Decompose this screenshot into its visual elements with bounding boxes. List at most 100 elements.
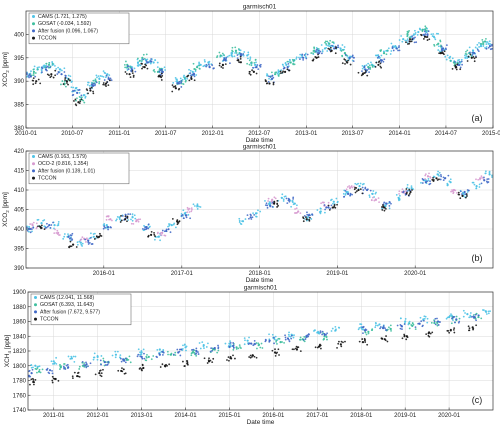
data-point-jitter — [468, 329, 470, 332]
data-point-jitter — [457, 321, 460, 324]
legend-entry: After fusion (7.672, 9.577) — [40, 309, 100, 315]
data-point-jitter — [346, 186, 349, 188]
data-point-jitter — [31, 223, 33, 225]
data-point-jitter — [292, 196, 295, 199]
data-point-jitter — [48, 61, 51, 64]
data-point-jitter — [390, 328, 392, 330]
data-point-jitter — [410, 185, 413, 188]
data-point-jitter — [287, 197, 290, 200]
data-point-jitter — [32, 74, 35, 77]
data-point-jitter — [453, 327, 456, 330]
data-point-jitter — [357, 328, 360, 331]
data-point-jitter — [475, 319, 478, 322]
data-point-jitter — [429, 175, 431, 178]
data-point-jitter — [488, 40, 491, 43]
data-point-jitter — [121, 367, 123, 370]
data-point-jitter — [154, 235, 156, 238]
data-point-jitter — [301, 53, 304, 56]
data-point-jitter — [457, 59, 459, 62]
data-point — [40, 222, 43, 225]
data-point-jitter — [204, 60, 206, 63]
data-point-jitter — [236, 59, 239, 62]
data-point-jitter — [217, 344, 219, 347]
data-point-jitter — [430, 33, 433, 36]
x-tick-label: 2011-01 — [109, 131, 131, 137]
data-point-jitter — [478, 42, 480, 44]
data-point-jitter — [286, 202, 289, 205]
data-point-jitter — [192, 62, 195, 65]
data-point-jitter — [469, 312, 472, 314]
data-point — [289, 61, 292, 64]
data-point-jitter — [252, 66, 254, 69]
data-point-jitter — [28, 226, 30, 229]
data-point-jitter — [438, 178, 440, 181]
data-point-jitter — [413, 29, 416, 32]
data-point-jitter — [330, 198, 333, 201]
data-point — [35, 80, 38, 83]
data-point-jitter — [311, 59, 314, 62]
data-point-jitter — [303, 214, 306, 217]
data-point-jitter — [302, 338, 305, 341]
data-point-jitter — [31, 368, 34, 371]
data-point-jitter — [308, 216, 311, 219]
data-point-jitter — [277, 74, 280, 77]
data-point-jitter — [182, 209, 185, 212]
data-point — [37, 370, 41, 373]
data-point-jitter — [172, 81, 175, 84]
data-point-jitter — [332, 202, 334, 205]
data-point-jitter — [64, 368, 67, 370]
data-point-jitter — [190, 352, 193, 355]
data-point-jitter — [190, 210, 193, 213]
data-point-jitter — [118, 356, 121, 359]
data-point-jitter — [161, 351, 164, 353]
data-point-jitter — [92, 358, 95, 361]
data-point-jitter — [108, 218, 110, 221]
data-point-jitter — [381, 206, 383, 208]
data-point-jitter — [287, 338, 290, 341]
data-point — [47, 63, 51, 66]
y-tick-label: 1880 — [13, 305, 27, 311]
data-point-jitter — [78, 375, 81, 378]
data-point-jitter — [480, 175, 483, 178]
y-axis-label: XCO2 [ppm] — [2, 192, 10, 227]
data-point-jitter — [388, 326, 390, 329]
data-point-jitter — [124, 66, 127, 69]
data-point-jitter — [191, 349, 193, 351]
data-point-jitter — [395, 193, 398, 196]
data-point-jitter — [363, 65, 366, 68]
data-point-jitter — [248, 336, 250, 339]
data-point — [103, 360, 106, 364]
data-point-jitter — [303, 336, 306, 338]
data-point-jitter — [420, 181, 422, 184]
data-point-jitter — [482, 45, 485, 47]
data-point-jitter — [275, 340, 278, 343]
data-point — [170, 224, 173, 227]
data-point-jitter — [136, 219, 139, 221]
data-point-jitter — [248, 356, 251, 358]
data-point-jitter — [100, 235, 103, 237]
data-point-jitter — [405, 338, 408, 341]
legend-marker — [34, 317, 37, 321]
y-axis-label: XCH4 [ppb] — [4, 335, 12, 368]
data-point-jitter — [96, 354, 99, 357]
data-point-jitter — [117, 369, 120, 372]
data-point-jitter — [33, 383, 35, 386]
data-point-jitter — [450, 315, 452, 317]
data-point-jitter — [480, 182, 483, 185]
data-point-jitter — [273, 342, 275, 345]
data-point-jitter — [449, 55, 452, 58]
data-point-jitter — [433, 43, 435, 46]
data-point-jitter — [438, 52, 441, 55]
legend: CAMS (1.721, 1.275)GOSAT (-0.034, 1.592)… — [28, 12, 130, 45]
data-point-jitter — [56, 73, 59, 75]
data-point-jitter — [277, 348, 280, 351]
data-point — [377, 63, 380, 66]
data-point-jitter — [455, 68, 458, 71]
data-point-jitter — [358, 326, 361, 329]
data-point-jitter — [364, 341, 367, 343]
data-point-jitter — [389, 324, 392, 327]
data-point-jitter — [432, 179, 435, 181]
data-point-jitter — [220, 54, 222, 57]
data-point-jitter — [375, 61, 378, 64]
data-point-jitter — [377, 61, 380, 64]
